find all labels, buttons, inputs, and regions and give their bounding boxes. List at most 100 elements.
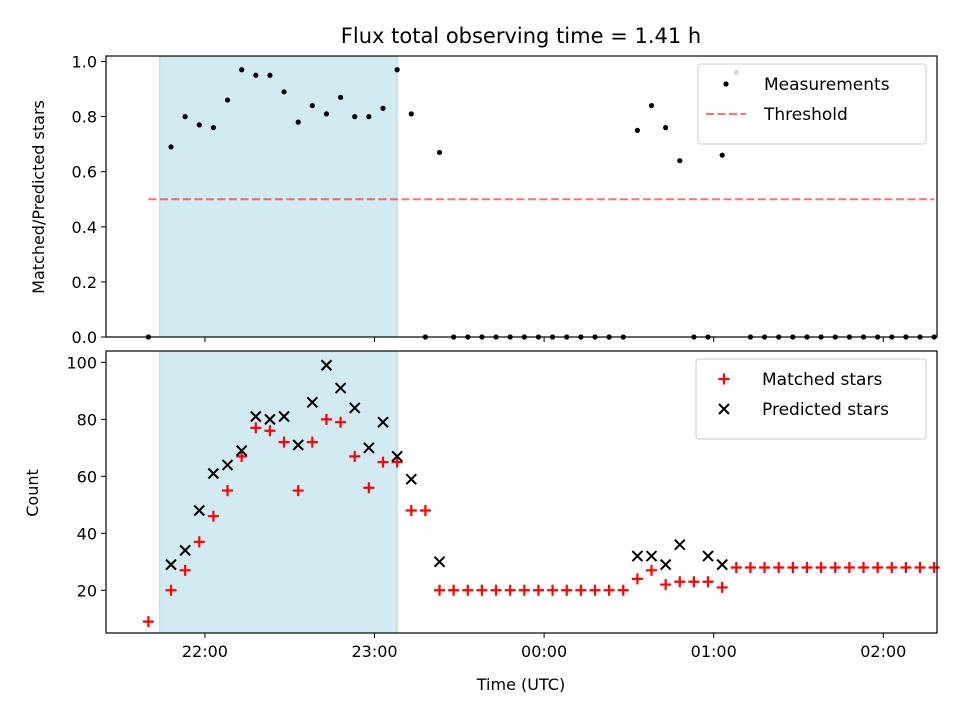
legend-label: Matched stars <box>762 370 882 390</box>
matched-star-point <box>335 416 347 428</box>
matched-star-point <box>462 584 474 596</box>
matched-star-point <box>631 573 643 585</box>
bottom-y-tick-label: 40 <box>77 524 97 543</box>
predicted-star-point <box>405 473 417 485</box>
matched-star-point <box>547 584 559 596</box>
measurement-point <box>323 111 330 117</box>
matched-star-point <box>349 450 361 462</box>
measurement-point <box>196 122 202 128</box>
matched-star-point <box>858 561 870 573</box>
predicted-star-point <box>306 396 319 408</box>
top-y-tick-label: 0.2 <box>72 273 97 292</box>
matched-star-point <box>179 564 191 576</box>
predicted-star-point <box>292 439 304 451</box>
measurement-point <box>281 89 287 95</box>
matched-star-point <box>165 584 177 596</box>
top-panel: 0.0 0.2 0.4 0.6 0.8 1.0 <box>72 53 938 347</box>
predicted-star-point <box>278 410 290 423</box>
matched-star-point <box>363 482 375 494</box>
measurement-point <box>408 111 414 117</box>
predicted-star-point <box>179 544 191 557</box>
bottom-shaded-interval <box>159 351 398 633</box>
x-tick-label: 23:00 <box>351 642 397 661</box>
bottom-panel: 20 40 60 80 100 22:00 23:00 00:00 01:00 02:00 <box>66 350 940 661</box>
matched-star-point <box>434 584 446 596</box>
matched-star-point <box>589 584 601 596</box>
legend-predicted-marker <box>718 403 730 415</box>
matched-star-point <box>320 413 332 425</box>
matched-star-point <box>815 561 827 573</box>
predicted-star-point <box>674 538 686 551</box>
matched-star-point <box>476 584 488 596</box>
top-legend: Measurements Threshold <box>697 63 927 145</box>
matched-star-point <box>674 576 686 588</box>
matched-star-point <box>688 576 700 588</box>
measurement-point <box>677 158 683 164</box>
predicted-star-point <box>193 504 205 517</box>
matched-star-point <box>264 425 276 437</box>
measurement-point <box>338 94 344 100</box>
top-y-tick-label: 1.0 <box>72 53 97 72</box>
predicted-star-point <box>659 558 672 571</box>
predicted-star-point <box>349 402 361 414</box>
predicted-star-point <box>235 444 248 457</box>
measurement-point <box>253 72 259 78</box>
top-y-tick-label: 0.0 <box>72 328 97 347</box>
x-tick-label: 00:00 <box>521 642 567 661</box>
top-shaded-interval <box>159 56 398 337</box>
matched-star-point <box>886 561 898 573</box>
chart-title: Flux total observing time = 1.41 h <box>341 24 701 48</box>
matched-star-point <box>575 584 587 596</box>
predicted-star-point <box>716 558 728 571</box>
x-tick-label: 02:00 <box>860 642 906 661</box>
matched-star-point <box>702 576 714 588</box>
measurement-point <box>239 67 245 73</box>
predicted-star-point <box>207 467 220 480</box>
predicted-star-point <box>363 442 375 454</box>
matched-star-point <box>448 584 460 596</box>
bottom-y-tick-label: 60 <box>77 467 97 486</box>
matched-star-point <box>222 485 234 497</box>
matched-star-point <box>617 584 629 596</box>
legend-matched-marker <box>718 373 730 385</box>
matched-star-point <box>306 436 318 448</box>
matched-star-point <box>730 561 742 573</box>
matched-star-point <box>250 422 262 434</box>
matched-star-point <box>759 561 771 573</box>
measurement-point <box>224 97 231 103</box>
measurement-point <box>352 114 358 120</box>
predicted-star-point <box>334 382 347 394</box>
legend-label: Measurements <box>764 75 890 95</box>
predicted-star-point <box>702 550 714 562</box>
matched-star-point <box>405 505 417 517</box>
legend-measurement-marker <box>723 81 729 87</box>
bottom-y-tick-label: 80 <box>77 410 97 429</box>
x-axis-label: Time (UTC) <box>476 675 565 694</box>
matched-star-point <box>787 561 799 573</box>
matched-star-point <box>236 450 248 462</box>
bottom-axes-frame <box>105 350 938 634</box>
matched-star-point <box>646 564 658 576</box>
measurement-point <box>663 125 669 131</box>
matched-star-point <box>872 561 884 573</box>
measurement-point <box>648 102 655 109</box>
predicted-star-point <box>645 550 658 562</box>
bottom-y-axis-label: Count <box>23 469 42 517</box>
x-tick-label: 01:00 <box>691 642 737 661</box>
matched-star-point <box>518 584 530 596</box>
measurement-point <box>380 105 386 111</box>
predicted-star-point <box>165 558 177 571</box>
bottom-y-tick-label: 20 <box>77 581 97 600</box>
matched-star-point <box>193 536 205 548</box>
matched-star-point <box>490 584 502 596</box>
matched-star-point <box>561 584 573 596</box>
top-legend-box <box>697 63 927 145</box>
measurement-point <box>182 114 188 120</box>
measurement-point <box>436 149 443 156</box>
matched-star-point <box>377 456 389 468</box>
predicted-star-point <box>631 550 644 562</box>
matched-star-point <box>843 561 855 573</box>
matched-star-point <box>801 561 813 573</box>
legend-label: Threshold <box>763 105 848 125</box>
